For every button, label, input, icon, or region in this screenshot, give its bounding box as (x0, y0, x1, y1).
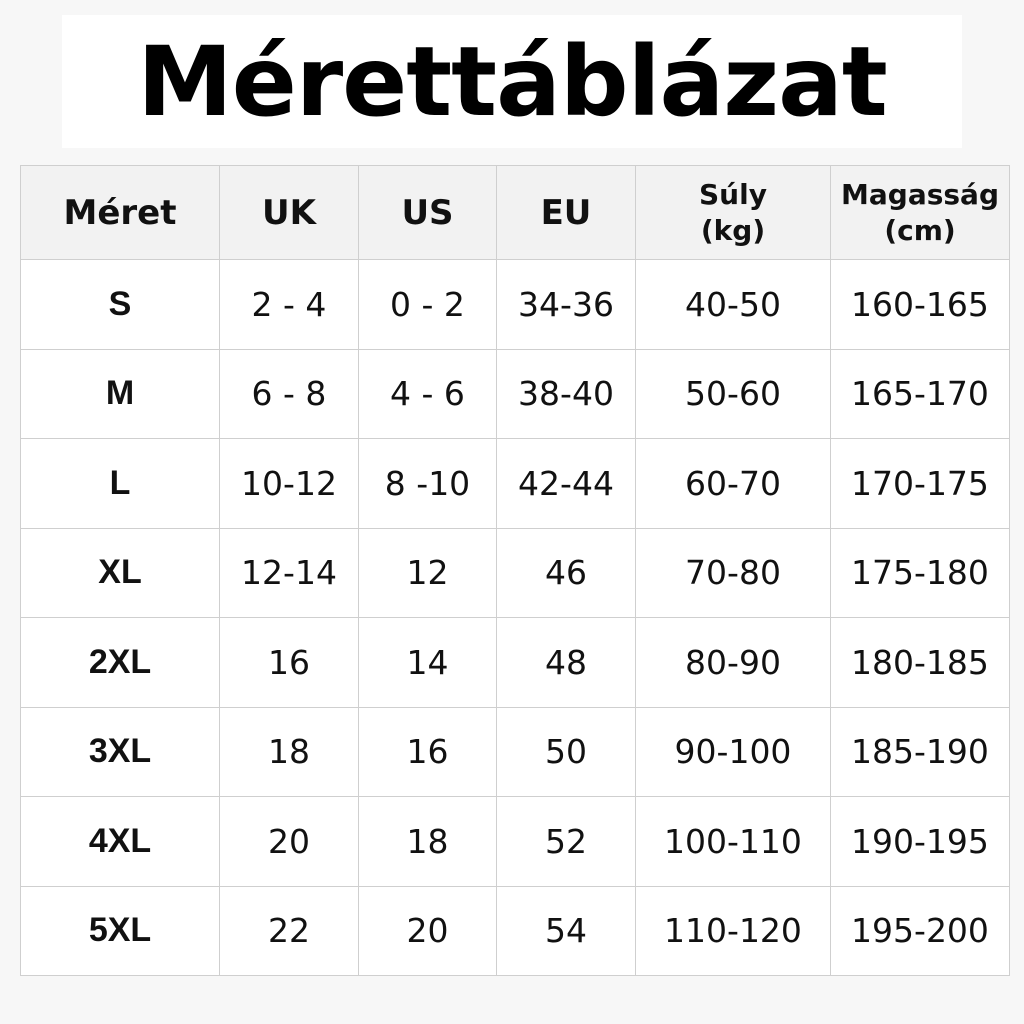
table-cell: 190-195 (830, 796, 1010, 887)
table-cell: 18 (358, 796, 497, 887)
table-cell: 14 (358, 617, 497, 708)
table-cell: 12-14 (219, 527, 359, 618)
column-header: Súly (kg) (635, 165, 831, 260)
column-header-line: (kg) (700, 213, 766, 247)
table-row: 3XL 18 16 50 90-100 185-190 (20, 706, 1010, 797)
table-cell: 180-185 (830, 617, 1010, 708)
table-cell: 16 (358, 706, 497, 797)
table-cell: 20 (219, 796, 359, 887)
table-cell: 18 (219, 706, 359, 797)
table-cell: 46 (496, 527, 636, 618)
size-label-cell: 5XL (20, 885, 220, 976)
table-cell: 40-50 (635, 259, 831, 350)
table-row: 5XL 22 20 54 110-120 195-200 (20, 885, 1010, 976)
table-cell: 60-70 (635, 438, 831, 529)
table-row: 2XL 16 14 48 80-90 180-185 (20, 617, 1010, 708)
column-header: US (358, 165, 497, 260)
size-label-cell: 3XL (20, 706, 220, 797)
size-label-cell: 2XL (20, 617, 220, 708)
column-header-line: Méret (63, 192, 177, 233)
table-cell: 12 (358, 527, 497, 618)
table-cell: 22 (219, 885, 359, 976)
table-cell: 10-12 (219, 438, 359, 529)
table-cell: 6 - 8 (219, 348, 359, 439)
table-header-row: Méret UK US EU Súly (kg) Magasság (cm) (20, 165, 1010, 260)
table-cell: 8 -10 (358, 438, 497, 529)
table-cell: 70-80 (635, 527, 831, 618)
column-header: UK (219, 165, 359, 260)
table-cell: 195-200 (830, 885, 1010, 976)
column-header-line: Magasság (841, 177, 999, 211)
table-cell: 80-90 (635, 617, 831, 708)
table-cell: 4 - 6 (358, 348, 497, 439)
table-cell: 170-175 (830, 438, 1010, 529)
table-cell: 38-40 (496, 348, 636, 439)
table-row: L 10-12 8 -10 42-44 60-70 170-175 (20, 438, 1010, 529)
table-cell: 2 - 4 (219, 259, 359, 350)
table-row: 4XL 20 18 52 100-110 190-195 (20, 796, 1010, 887)
table-cell: 50 (496, 706, 636, 797)
table-cell: 20 (358, 885, 497, 976)
column-header-line: US (401, 192, 454, 233)
page-title: Mérettáblázat (137, 25, 888, 138)
size-label-cell: L (20, 438, 220, 529)
column-header: Magasság (cm) (830, 165, 1010, 260)
table-cell: 50-60 (635, 348, 831, 439)
column-header: EU (496, 165, 636, 260)
size-label-cell: S (20, 259, 220, 350)
table-cell: 185-190 (830, 706, 1010, 797)
table-cell: 160-165 (830, 259, 1010, 350)
column-header-line: Súly (699, 177, 767, 211)
table-cell: 34-36 (496, 259, 636, 350)
table-cell: 16 (219, 617, 359, 708)
column-header: Méret (20, 165, 220, 260)
title-banner: Mérettáblázat (62, 15, 962, 148)
size-label-cell: XL (20, 527, 220, 618)
column-header-line: EU (540, 192, 592, 233)
table-cell: 175-180 (830, 527, 1010, 618)
column-header-line: (cm) (884, 213, 956, 247)
table-cell: 48 (496, 617, 636, 708)
table-cell: 54 (496, 885, 636, 976)
column-header-line: UK (262, 192, 316, 233)
table-cell: 42-44 (496, 438, 636, 529)
table-cell: 52 (496, 796, 636, 887)
table-cell: 90-100 (635, 706, 831, 797)
table-cell: 0 - 2 (358, 259, 497, 350)
table-cell: 110-120 (635, 885, 831, 976)
size-label-cell: 4XL (20, 796, 220, 887)
table-cell: 165-170 (830, 348, 1010, 439)
table-cell: 100-110 (635, 796, 831, 887)
size-label-cell: M (20, 348, 220, 439)
table-row: XL 12-14 12 46 70-80 175-180 (20, 527, 1010, 618)
